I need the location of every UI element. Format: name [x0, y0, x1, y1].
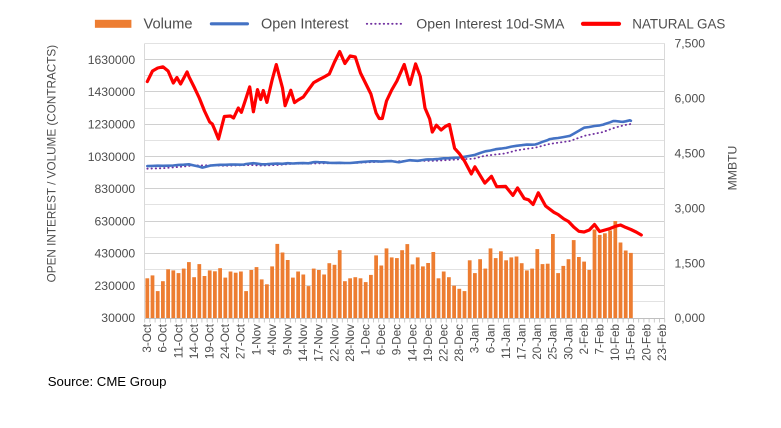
svg-text:22-Dec: 22-Dec — [438, 324, 451, 362]
svg-text:OPEN INTEREST / VOLUME (CONTRA: OPEN INTEREST / VOLUME (CONTRACTS) — [46, 45, 59, 283]
svg-text:15-Feb: 15-Feb — [625, 324, 638, 362]
svg-text:Volume: Volume — [144, 17, 193, 33]
svg-text:17-Jan: 17-Jan — [516, 324, 529, 360]
svg-text:1230000: 1230000 — [88, 117, 136, 131]
svg-text:14-Dec: 14-Dec — [406, 324, 419, 362]
svg-text:6-Oct: 6-Oct — [157, 323, 170, 352]
svg-text:24-Oct: 24-Oct — [219, 323, 232, 359]
svg-text:10-Feb: 10-Feb — [609, 324, 622, 362]
svg-text:Open Interest 10d-SMA: Open Interest 10d-SMA — [416, 16, 565, 32]
svg-text:3-Jan: 3-Jan — [469, 324, 482, 353]
svg-text:9-Dec: 9-Dec — [391, 324, 404, 355]
svg-text:30000: 30000 — [101, 311, 135, 325]
svg-text:23-Feb: 23-Feb — [656, 324, 669, 362]
svg-text:3,000: 3,000 — [675, 201, 706, 215]
svg-text:28-Dec: 28-Dec — [453, 324, 466, 362]
svg-text:7-Feb: 7-Feb — [594, 324, 607, 355]
svg-text:20-Jan: 20-Jan — [531, 324, 544, 360]
svg-text:27-Oct: 27-Oct — [235, 323, 248, 359]
svg-text:1-Nov: 1-Nov — [250, 324, 263, 355]
svg-text:630000: 630000 — [95, 214, 136, 228]
svg-text:17-Nov: 17-Nov — [313, 324, 326, 362]
svg-text:30-Jan: 30-Jan — [562, 324, 575, 360]
svg-text:830000: 830000 — [95, 182, 136, 196]
svg-text:19-Oct: 19-Oct — [204, 323, 217, 359]
svg-text:19-Dec: 19-Dec — [422, 324, 435, 362]
svg-text:11-Oct: 11-Oct — [172, 323, 185, 358]
svg-text:1-Dec: 1-Dec — [360, 324, 373, 355]
svg-text:NATURAL GAS: NATURAL GAS — [632, 17, 725, 32]
svg-text:7,500: 7,500 — [675, 37, 706, 51]
svg-text:2-Feb: 2-Feb — [578, 324, 591, 355]
svg-text:20-Feb: 20-Feb — [640, 324, 653, 362]
svg-text:6-Dec: 6-Dec — [375, 324, 388, 355]
svg-text:6-Jan: 6-Jan — [484, 324, 497, 353]
svg-text:22-Nov: 22-Nov — [328, 324, 341, 362]
svg-text:25-Jan: 25-Jan — [547, 324, 560, 360]
svg-text:1,500: 1,500 — [675, 256, 706, 270]
svg-text:14-Oct: 14-Oct — [188, 323, 201, 359]
svg-text:4,500: 4,500 — [675, 147, 706, 161]
svg-text:1430000: 1430000 — [88, 85, 136, 99]
svg-text:MMBTU: MMBTU — [726, 146, 740, 191]
svg-text:430000: 430000 — [95, 247, 136, 261]
svg-text:1630000: 1630000 — [88, 53, 136, 67]
svg-text:14-Nov: 14-Nov — [297, 324, 310, 362]
svg-text:28-Nov: 28-Nov — [344, 324, 357, 362]
svg-text:4-Nov: 4-Nov — [266, 324, 279, 355]
svg-text:Open Interest: Open Interest — [261, 17, 348, 33]
svg-text:9-Nov: 9-Nov — [282, 324, 295, 355]
svg-text:1030000: 1030000 — [88, 150, 136, 164]
svg-text:11-Jan: 11-Jan — [500, 324, 513, 359]
svg-text:6,000: 6,000 — [675, 92, 706, 106]
svg-text:Source: CME Group: Source: CME Group — [48, 374, 167, 389]
svg-text:3-Oct: 3-Oct — [141, 323, 154, 352]
svg-text:0,000: 0,000 — [675, 311, 706, 325]
svg-text:230000: 230000 — [95, 279, 136, 293]
